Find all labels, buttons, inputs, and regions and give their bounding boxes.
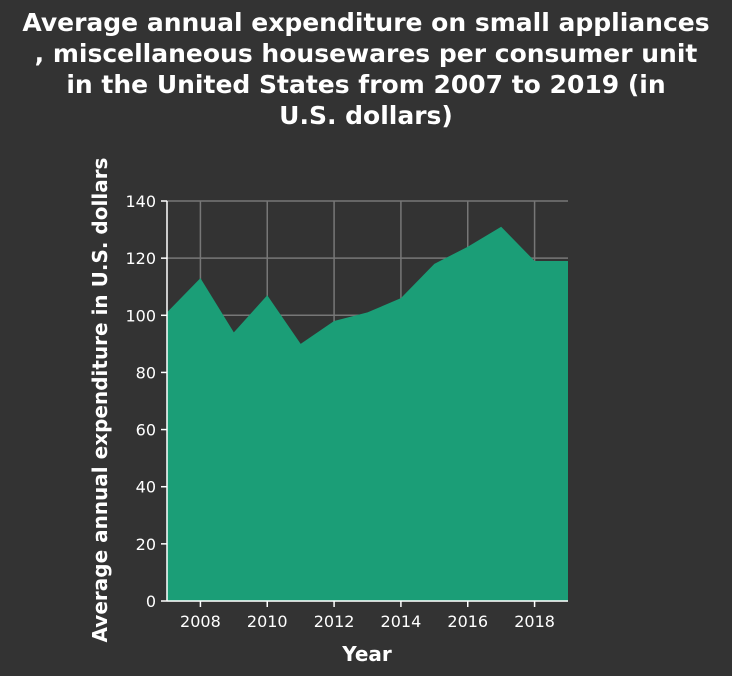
x-tick-label: 2010: [247, 612, 288, 631]
title-line-3: in the United States from 2007 to 2019 (…: [66, 70, 665, 99]
x-tick-label: 2016: [447, 612, 488, 631]
y-tick-label: 40: [136, 478, 156, 497]
y-tick-label: 120: [125, 249, 156, 268]
title-line-2: , miscellaneous housewares per consumer …: [35, 39, 698, 68]
area-series: [167, 227, 568, 601]
y-tick-label: 60: [136, 421, 156, 440]
y-tick-label: 140: [125, 192, 156, 211]
x-axis-label: Year: [341, 642, 392, 666]
chart-title: Average annual expenditure on small appl…: [22, 8, 709, 130]
y-tick-label: 100: [125, 306, 156, 325]
x-tick-label: 2008: [180, 612, 221, 631]
y-tick-label: 0: [146, 592, 156, 611]
y-tick-label: 80: [136, 363, 156, 382]
y-tick-label: 20: [136, 535, 156, 554]
x-tick-label: 2012: [314, 612, 355, 631]
title-line-4: U.S. dollars): [279, 101, 453, 130]
x-tick-label: 2018: [514, 612, 555, 631]
x-tick-label: 2014: [381, 612, 422, 631]
y-axis-label: Average annual expenditure in U.S. dolla…: [88, 158, 112, 643]
title-line-1: Average annual expenditure on small appl…: [22, 8, 709, 37]
